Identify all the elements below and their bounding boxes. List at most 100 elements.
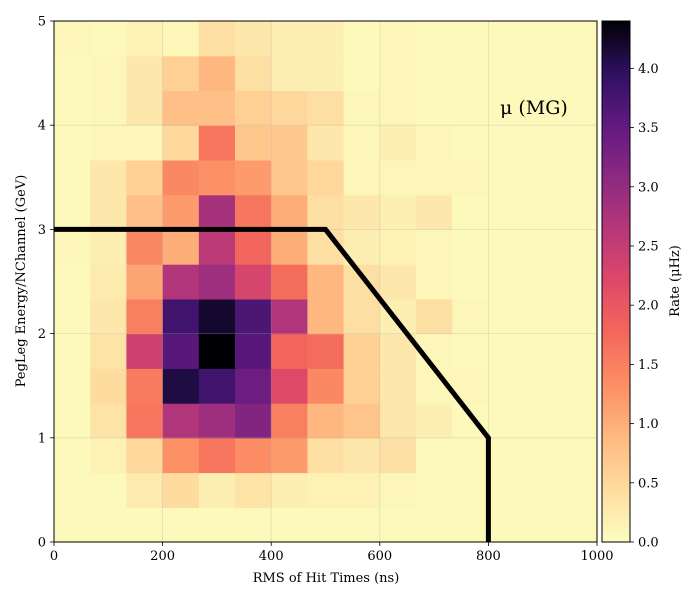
heatmap-cell — [343, 298, 381, 335]
heatmap-cell — [198, 194, 236, 230]
heatmap-cell — [271, 507, 309, 543]
cut-line — [54, 226, 491, 542]
y-tick-label: 1 — [38, 431, 46, 446]
heatmap-cell — [198, 90, 236, 126]
heatmap-cell — [307, 472, 345, 508]
heatmap-cell — [198, 298, 236, 335]
heatmap-cell — [560, 194, 598, 230]
heatmap-cell — [452, 507, 489, 543]
heatmap-cell — [343, 55, 381, 92]
heatmap-cell — [416, 507, 453, 543]
heatmap-cell — [416, 125, 453, 161]
heatmap-cell — [90, 55, 127, 92]
heatmap-cell — [416, 403, 453, 439]
heatmap-cell — [126, 90, 164, 126]
heatmap-cell — [126, 472, 164, 508]
heatmap-cell — [307, 194, 345, 230]
heatmap-cell — [524, 229, 562, 265]
heatmap-cell — [379, 21, 417, 57]
heatmap-cell — [198, 229, 236, 265]
heatmap-cell — [162, 55, 200, 92]
heatmap-cell — [343, 403, 381, 439]
heatmap-cell — [126, 333, 164, 369]
heatmap-cell — [488, 159, 526, 196]
heatmap-cell — [416, 264, 453, 300]
heatmap-cell — [162, 403, 200, 439]
heatmap-cell — [54, 125, 91, 161]
heatmap-cell — [90, 21, 127, 57]
heatmap-cell — [54, 403, 91, 439]
heatmap-cell — [90, 159, 127, 196]
heatmap-cell — [126, 298, 164, 335]
heatmap-cell — [379, 159, 417, 196]
heatmap-cell — [162, 333, 200, 369]
colorbar-tick-label: 0.0 — [638, 536, 659, 551]
heatmap-cell — [307, 507, 345, 543]
plot-frame — [53, 20, 598, 543]
heatmap-cell — [307, 437, 345, 474]
colorbar-label: Rate (μHz) — [668, 245, 683, 317]
heatmap-cell — [307, 125, 345, 161]
heatmap-cell — [416, 159, 453, 196]
colorbar-tick-label: 3.0 — [638, 180, 659, 195]
heatmap-cell — [416, 472, 453, 508]
heatmap-cell — [271, 403, 309, 439]
heatmap-cell — [452, 229, 489, 265]
heatmap-cell — [54, 507, 91, 543]
heatmap-cell — [379, 368, 417, 404]
y-tick-label: 5 — [38, 15, 46, 30]
heatmap-cell — [198, 472, 236, 508]
heatmap-cell — [198, 403, 236, 439]
heatmap-cell — [560, 55, 598, 92]
heatmap-cell — [416, 55, 453, 92]
heatmap-cell — [198, 125, 236, 161]
x-tick-label: 400 — [259, 549, 284, 564]
heatmap-cell — [524, 298, 562, 335]
heatmap-cell — [198, 333, 236, 369]
heatmap-cell — [54, 55, 91, 92]
heatmap-cell — [343, 90, 381, 126]
heatmap-cell — [379, 125, 417, 161]
heatmap-cell — [198, 368, 236, 404]
heatmap-cell — [452, 21, 489, 57]
colorbar: 0.0 0.5 1.0 1.5 2.0 2.5 3.0 3.5 4.0 Rate (μHz) — [601, 20, 683, 551]
heatmap-cell — [560, 507, 598, 543]
heatmap-cell — [379, 472, 417, 508]
x-tick-label: 600 — [367, 549, 392, 564]
x-tick-label: 800 — [476, 549, 501, 564]
heatmap-cell — [162, 159, 200, 196]
heatmap-cell — [90, 437, 127, 474]
heatmap-cell — [162, 507, 200, 543]
heatmap-cell — [90, 403, 127, 439]
heatmap-cell — [343, 368, 381, 404]
heatmap-cell — [271, 90, 309, 126]
heatmap-cell — [343, 437, 381, 474]
heatmap-cell — [162, 437, 200, 474]
heatmap-cell — [126, 437, 164, 474]
heatmap-cell — [234, 159, 272, 196]
y-tick-label: 3 — [38, 223, 46, 238]
colorbar-tick-label: 0.5 — [638, 476, 659, 491]
heatmap-cell — [234, 437, 272, 474]
heatmap-cell — [560, 159, 598, 196]
y-tick-label: 2 — [38, 327, 46, 342]
heatmap-cell — [488, 437, 526, 474]
heatmap-cell — [198, 507, 236, 543]
heatmap-cell — [524, 403, 562, 439]
heatmap-cell — [524, 90, 562, 126]
heatmap-cell — [162, 90, 200, 126]
heatmap-cell — [379, 507, 417, 543]
heatmap-cell — [343, 159, 381, 196]
heatmap-cell — [234, 90, 272, 126]
x-axis-ticks: 0 200 400 600 800 1000 — [50, 542, 614, 564]
heatmap-cell — [126, 125, 164, 161]
heatmap-cell — [452, 90, 489, 126]
heatmap-cell — [379, 229, 417, 265]
heatmap-cell — [234, 403, 272, 439]
colorbar-tick-label: 1.5 — [638, 358, 659, 373]
heatmap-cell — [90, 507, 127, 543]
heatmap-cell — [234, 333, 272, 369]
heatmap-cell — [560, 403, 598, 439]
heatmap-cell — [126, 229, 164, 265]
heatmap-cell — [560, 472, 598, 508]
